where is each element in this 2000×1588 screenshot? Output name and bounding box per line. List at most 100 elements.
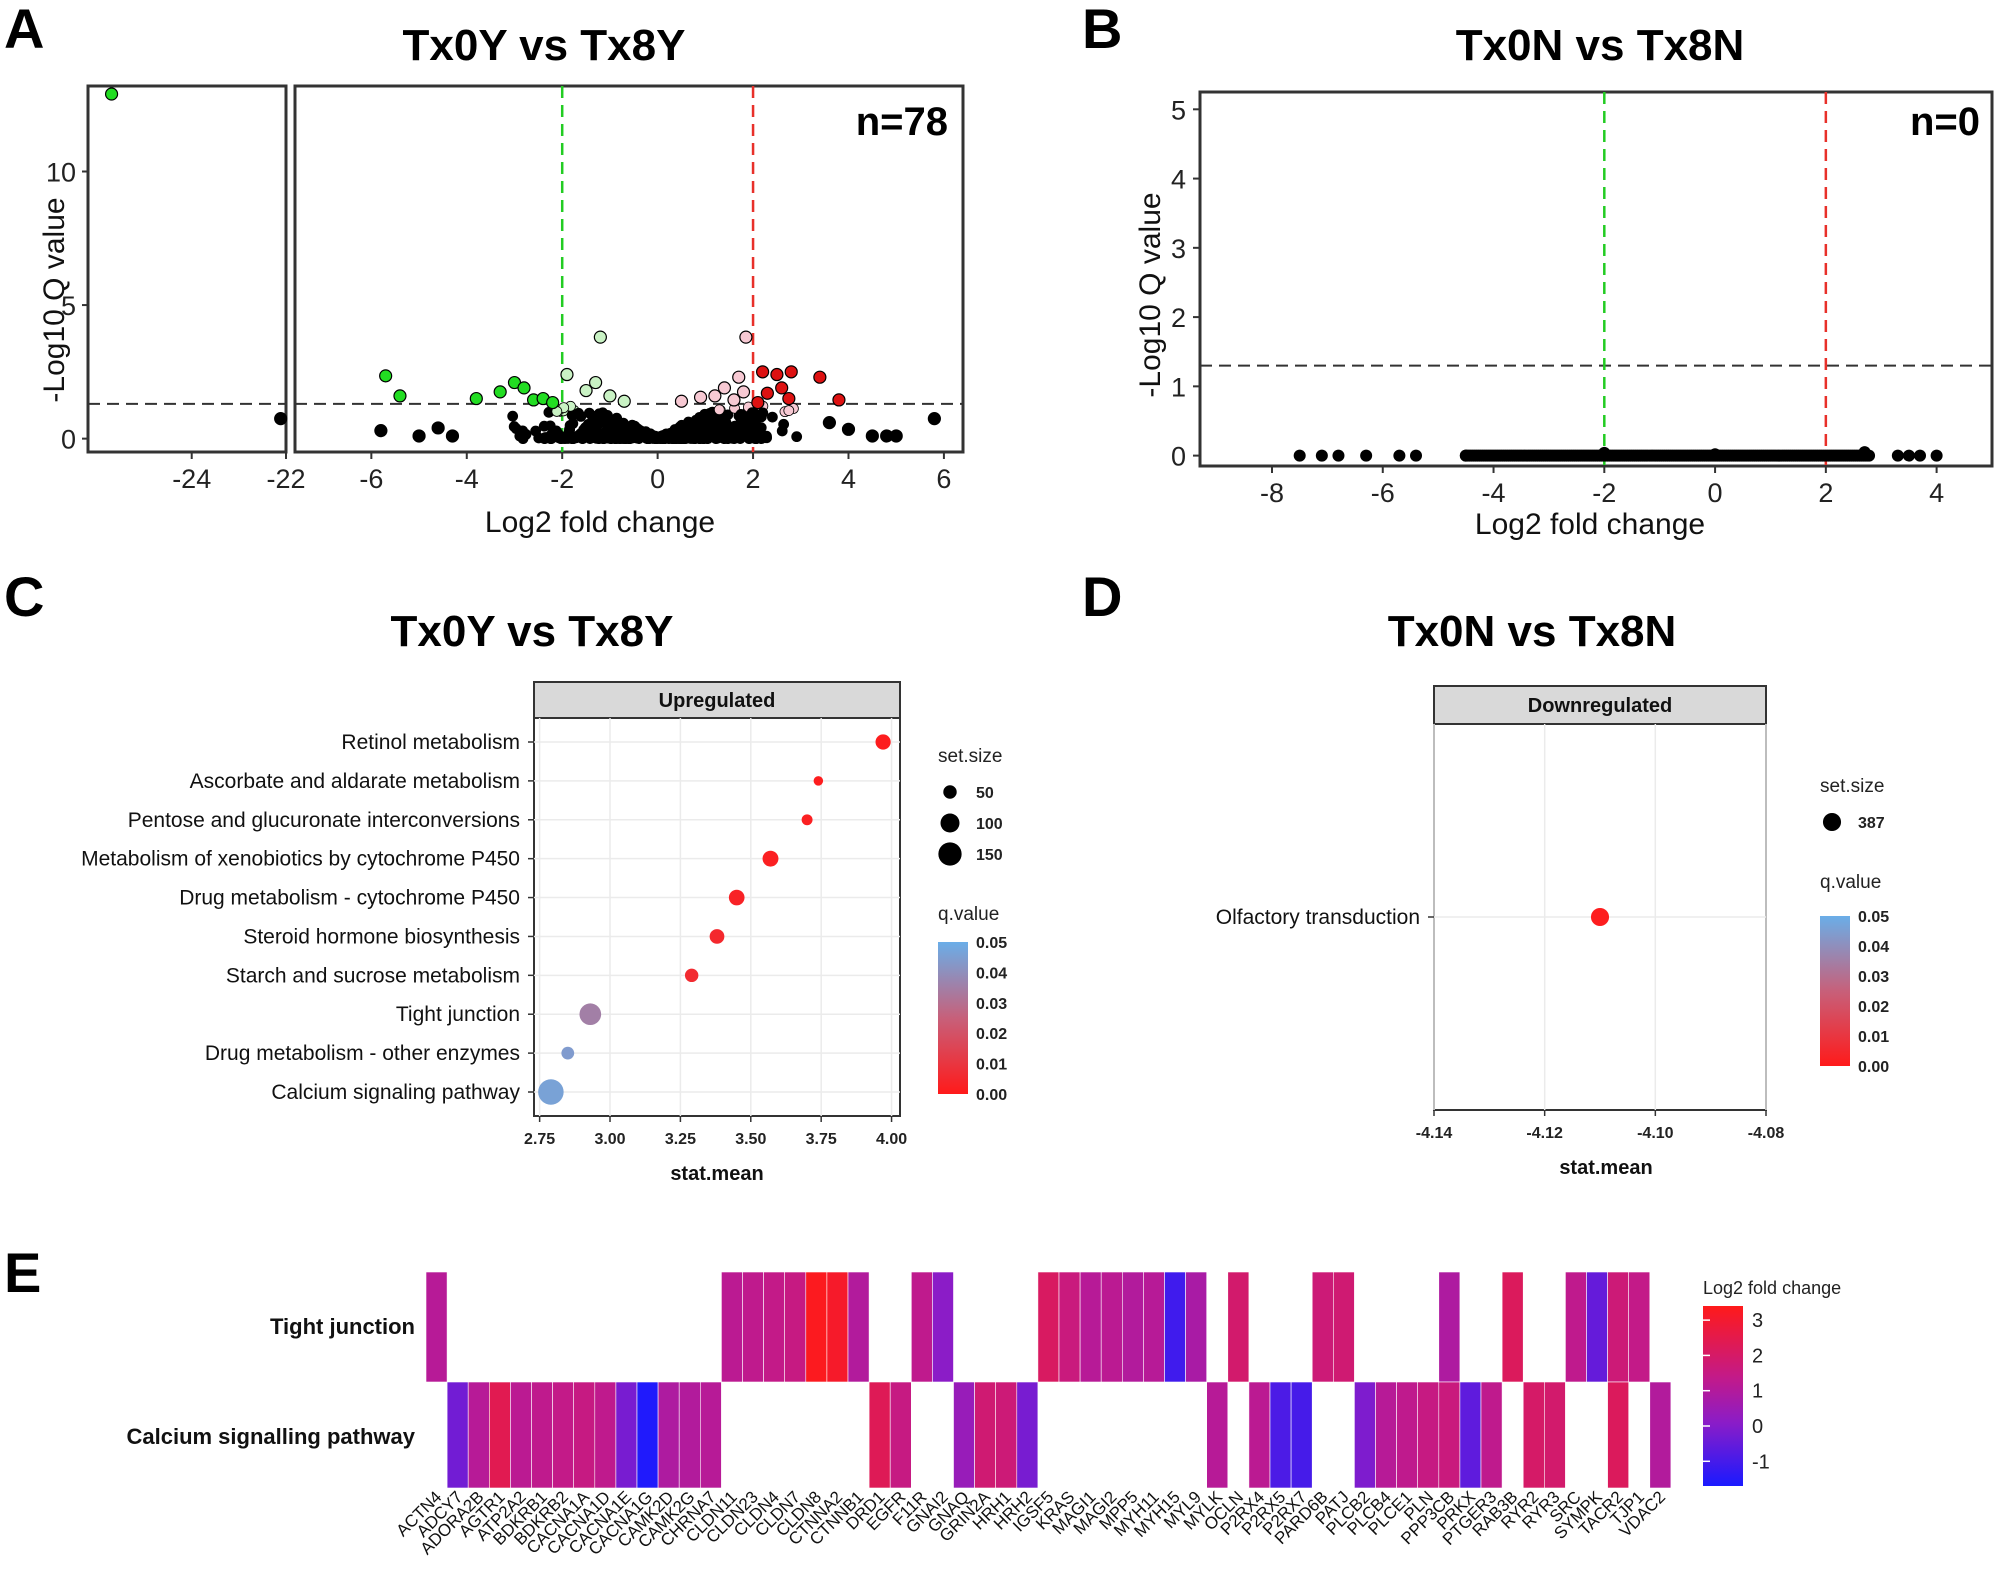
- data-point: [791, 431, 803, 443]
- data-point: [717, 381, 732, 395]
- x-tick-label: -4: [1482, 478, 1506, 508]
- data-point: [1902, 449, 1915, 462]
- pathway-dot: [762, 850, 779, 867]
- heatmap-cell-tight: [1079, 1271, 1102, 1383]
- data-point: [606, 429, 617, 441]
- heatmap-cell-calcium: [1438, 1381, 1461, 1489]
- data-point: [702, 416, 714, 428]
- data-point: [1914, 449, 1926, 462]
- data-point: [593, 330, 607, 344]
- data-point: [1858, 446, 1871, 459]
- data-point: [783, 405, 795, 416]
- data-point: [590, 410, 602, 422]
- data-point: [822, 416, 837, 430]
- data-point: [104, 87, 119, 101]
- pathway-dot: [801, 814, 813, 826]
- color-legend-title-c: q.value: [938, 904, 999, 925]
- heatmap-cell-tight: [1100, 1271, 1123, 1383]
- volcano-plot-a: Tx0Y vs Tx8Y 0 5 10 -24 -22 -6 -4 -2 0 2 4 6 n=78 L…: [38, 21, 965, 539]
- data-point: [546, 395, 560, 410]
- pathway-dot: [875, 734, 891, 750]
- data-point: [755, 365, 770, 379]
- color-legend-label: 0.02: [976, 1026, 1007, 1043]
- heatmap-cell-tight: [1438, 1271, 1461, 1383]
- heatmap-cell-calcium: [1206, 1381, 1229, 1489]
- data-point: [379, 369, 393, 383]
- data-point: [727, 432, 739, 444]
- heatmap-cell-tight: [910, 1271, 933, 1383]
- heatmap-cell-calcium: [1544, 1381, 1566, 1489]
- heatmap-cell-tight: [425, 1271, 448, 1383]
- panel-label-b: B: [1082, 0, 1122, 60]
- data-point: [1459, 449, 1472, 462]
- heatmap-cell-calcium: [1269, 1381, 1292, 1489]
- annotation-n-b: n=0: [1910, 100, 1980, 144]
- size-legend-label: 387: [1858, 815, 1885, 832]
- heatmap-cell-tight: [1333, 1271, 1355, 1383]
- data-point: [766, 411, 778, 423]
- heatmap-cell-calcium: [1607, 1381, 1629, 1489]
- heatmap-cell-calcium: [868, 1381, 891, 1489]
- x-axis-label-b: Log2 fold change: [1475, 508, 1705, 541]
- heatmap-cell-calcium: [953, 1381, 975, 1489]
- heatmap-cell-calcium: [510, 1381, 532, 1489]
- x-axis-label-d: stat.mean: [1559, 1157, 1652, 1179]
- volcano-plot-b: Tx0N vs Tx8N 0 1 2 3 4 5 -8 -6 -4 -2 0 2 4 n=0 Log2 …: [1134, 21, 1994, 541]
- heatmap-legend-title: Log2 fold change: [1703, 1278, 1841, 1298]
- heatmap-cell-calcium: [1522, 1381, 1545, 1489]
- strip-label-d: Downregulated: [1528, 695, 1672, 717]
- data-point: [538, 420, 550, 432]
- data-point: [575, 428, 586, 440]
- strip-label-c: Upregulated: [659, 690, 776, 712]
- color-legend-label: 0.02: [1858, 999, 1889, 1016]
- heatmap-cell-tight: [1164, 1271, 1186, 1383]
- heatmap-cell-tight: [742, 1271, 764, 1383]
- heatmap-cell-calcium: [657, 1381, 680, 1489]
- data-point: [624, 433, 636, 444]
- x-axis-label-c: stat.mean: [670, 1163, 763, 1185]
- data-point: [770, 367, 784, 382]
- heatmap-cell-calcium: [446, 1381, 469, 1489]
- y-tick-label: 5: [1171, 95, 1186, 125]
- data-point: [565, 430, 577, 442]
- size-legend-dot: [943, 785, 957, 799]
- heatmap-cell-calcium: [573, 1381, 596, 1489]
- color-legend-label: 0.01: [1858, 1029, 1889, 1046]
- data-point: [674, 394, 689, 408]
- plot-frame-c: [533, 717, 901, 1117]
- color-legend-label: 0.03: [1858, 969, 1889, 986]
- data-point: [412, 429, 426, 443]
- heatmap-cell-calcium: [1459, 1381, 1482, 1489]
- y-tick-label: 5: [61, 291, 76, 321]
- heatmap-cell-calcium: [1290, 1381, 1313, 1489]
- category-label: Tight junction: [396, 1003, 520, 1026]
- data-point: [776, 425, 788, 437]
- x-tick-label: 6: [936, 464, 951, 494]
- data-point: [621, 423, 633, 435]
- annotation-n-a: n=78: [856, 100, 948, 144]
- x-tick-label: -2: [550, 464, 574, 494]
- size-legend-title-c: set.size: [938, 746, 1002, 767]
- data-point: [1293, 449, 1306, 462]
- heatmap-cell-calcium: [1649, 1381, 1672, 1489]
- color-legend-title-d: q.value: [1820, 872, 1881, 893]
- pathway-dot: [709, 929, 725, 944]
- data-point: [560, 367, 574, 382]
- color-legend-label: 0.00: [1858, 1059, 1889, 1076]
- panel-label-c: C: [4, 565, 44, 628]
- x-tick-label: 2: [1818, 478, 1833, 508]
- heatmap-cell-tight: [763, 1271, 785, 1383]
- color-legend-label: 0.05: [976, 935, 1007, 952]
- y-axis-label-b: -Log10 Q value: [1134, 192, 1167, 397]
- heatmap-cell-tight: [1185, 1271, 1207, 1383]
- category-label: Olfactory transduction: [1216, 906, 1420, 929]
- heatmap-cell-calcium: [1417, 1381, 1440, 1489]
- data-point: [603, 389, 617, 403]
- chart-title-a: Tx0Y vs Tx8Y: [403, 21, 686, 70]
- heatmap-cell-calcium: [488, 1381, 511, 1489]
- pathway-dot: [728, 889, 745, 906]
- data-point: [685, 433, 696, 444]
- data-point: [751, 395, 765, 410]
- color-legend-label: 0.04: [976, 965, 1007, 982]
